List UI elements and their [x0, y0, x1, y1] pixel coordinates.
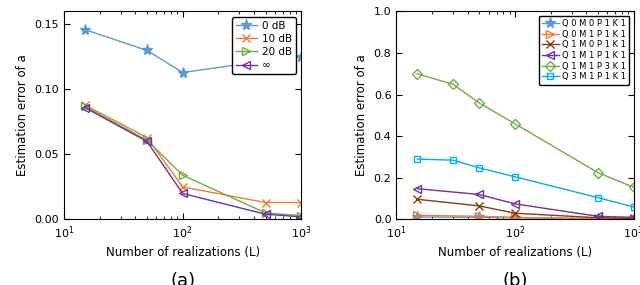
20 dB: [143, 139, 151, 142]
Q 0 M 0 P 1 K 1: [413, 215, 421, 219]
X-axis label: Number of realizations (L): Number of realizations (L): [106, 247, 260, 259]
Q 3 M 1 P 1 K 1: [511, 175, 519, 178]
20 dB: [298, 214, 305, 217]
Q 3 M 1 P 1 K 1: [413, 157, 421, 161]
10 dB: [262, 201, 269, 204]
Q 0 M 1 P 1 K 1: [630, 217, 637, 221]
Q 3 M 1 P 1 K 1: [449, 158, 457, 162]
Line: Q 1 M 1 P 1 K 1: Q 1 M 1 P 1 K 1: [413, 184, 638, 221]
0 dB: [262, 59, 269, 62]
Line: Q 1 M 1 P 3 K 1: Q 1 M 1 P 3 K 1: [413, 70, 637, 191]
Y-axis label: Estimation error of a: Estimation error of a: [16, 54, 29, 176]
10 dB: [143, 136, 151, 139]
Q 3 M 1 P 1 K 1: [630, 205, 637, 209]
20 dB: [179, 174, 186, 177]
Line: 10 dB: 10 dB: [81, 101, 305, 207]
∞: [298, 215, 305, 219]
Q 1 M 1 P 3 K 1: [511, 122, 519, 125]
20 dB: [262, 211, 269, 215]
10 dB: [81, 103, 89, 107]
Q 1 M 0 P 1 K 1: [511, 211, 519, 215]
Q 1 M 1 P 1 K 1: [476, 193, 483, 196]
Q 1 M 1 P 3 K 1: [449, 83, 457, 86]
Q 3 M 1 P 1 K 1: [594, 196, 602, 199]
Line: Q 3 M 1 P 1 K 1: Q 3 M 1 P 1 K 1: [413, 156, 637, 210]
0 dB: [143, 49, 151, 52]
Text: (b): (b): [502, 272, 528, 285]
Q 0 M 0 P 1 K 1: [476, 216, 483, 219]
Line: 20 dB: 20 dB: [81, 102, 305, 220]
Q 1 M 1 P 1 K 1: [630, 216, 637, 219]
0 dB: [179, 71, 186, 74]
Legend: 0 dB, 10 dB, 20 dB, ∞: 0 dB, 10 dB, 20 dB, ∞: [232, 17, 296, 74]
Q 1 M 1 P 3 K 1: [630, 186, 637, 189]
Q 1 M 1 P 1 K 1: [594, 215, 602, 218]
Q 0 M 1 P 1 K 1: [476, 215, 483, 218]
Q 0 M 0 P 1 K 1: [511, 216, 519, 219]
X-axis label: Number of realizations (L): Number of realizations (L): [438, 247, 592, 259]
Q 0 M 1 P 1 K 1: [413, 213, 421, 217]
Line: Q 0 M 0 P 1 K 1: Q 0 M 0 P 1 K 1: [412, 211, 639, 225]
Q 1 M 1 P 1 K 1: [511, 202, 519, 205]
∞: [81, 106, 89, 109]
Q 0 M 1 P 1 K 1: [511, 216, 519, 219]
Q 1 M 1 P 3 K 1: [476, 101, 483, 105]
Y-axis label: Estimation error of a: Estimation error of a: [355, 54, 368, 176]
0 dB: [81, 28, 89, 31]
Q 1 M 1 P 1 K 1: [413, 187, 421, 190]
10 dB: [179, 185, 186, 189]
Q 0 M 0 P 1 K 1: [630, 217, 637, 221]
Line: 0 dB: 0 dB: [79, 24, 307, 78]
Q 3 M 1 P 1 K 1: [476, 166, 483, 170]
Line: Q 1 M 0 P 1 K 1: Q 1 M 0 P 1 K 1: [413, 195, 638, 223]
Text: (a): (a): [170, 272, 195, 285]
0 dB: [298, 55, 305, 59]
Q 0 M 0 P 1 K 1: [594, 217, 602, 221]
∞: [262, 213, 269, 216]
Line: ∞: ∞: [81, 103, 305, 221]
Q 1 M 0 P 1 K 1: [630, 217, 637, 220]
Q 1 M 0 P 1 K 1: [413, 198, 421, 201]
10 dB: [298, 201, 305, 204]
Q 1 M 0 P 1 K 1: [594, 216, 602, 219]
Q 1 M 1 P 3 K 1: [594, 171, 602, 174]
∞: [143, 140, 151, 143]
Line: Q 0 M 1 P 1 K 1: Q 0 M 1 P 1 K 1: [413, 211, 638, 223]
Legend: Q 0 M 0 P 1 K 1, Q 0 M 1 P 1 K 1, Q 1 M 0 P 1 K 1, Q 1 M 1 P 1 K 1, Q 1 M 1 P 3 : Q 0 M 0 P 1 K 1, Q 0 M 1 P 1 K 1, Q 1 M …: [539, 16, 629, 85]
Q 0 M 1 P 1 K 1: [594, 217, 602, 220]
Q 1 M 1 P 3 K 1: [413, 72, 421, 76]
20 dB: [81, 105, 89, 108]
Q 1 M 0 P 1 K 1: [476, 204, 483, 208]
∞: [179, 192, 186, 195]
